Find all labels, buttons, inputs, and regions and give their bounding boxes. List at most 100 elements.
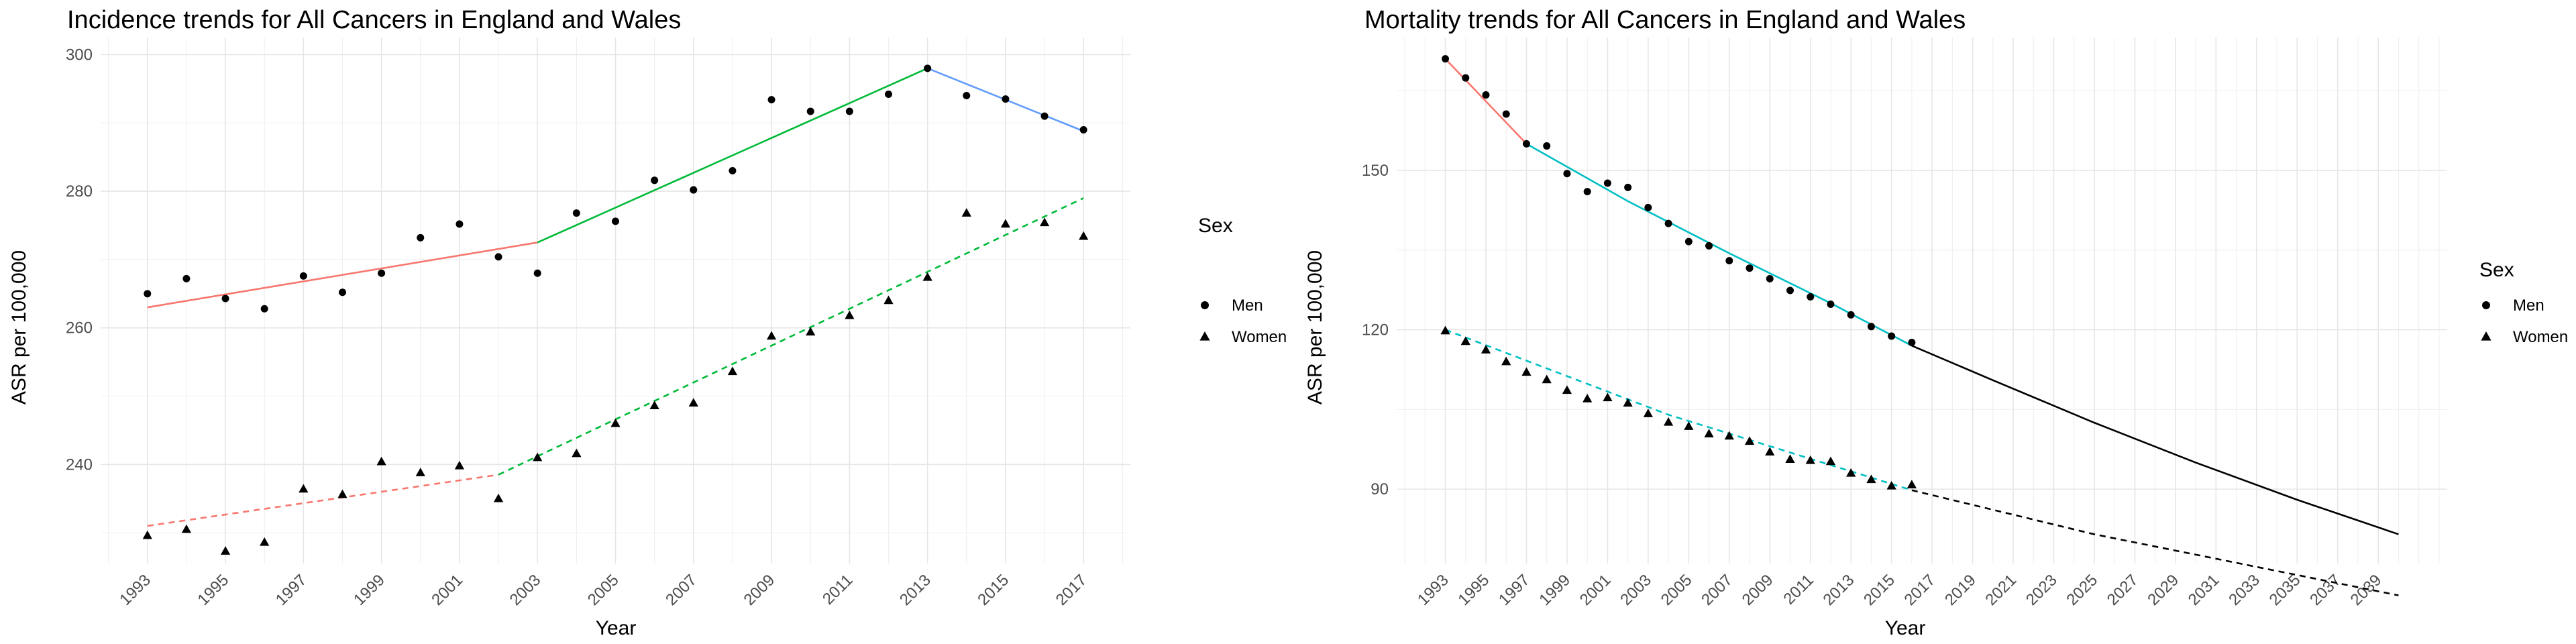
incidence-point-men	[1040, 112, 1049, 120]
mortality-point-women	[1886, 480, 1896, 490]
mortality-x-tick-label: 2013	[1820, 571, 1858, 609]
mortality-legend-label-women: Women	[2513, 328, 2568, 346]
mortality-point-men	[1888, 332, 1896, 340]
mortality-point-women	[1603, 392, 1613, 402]
incidence-point-women	[883, 295, 894, 305]
mortality-x-tick-label: 2015	[1860, 571, 1898, 609]
mortality-x-tick-label: 1995	[1454, 571, 1493, 609]
mortality-point-men	[1624, 183, 1632, 191]
incidence-point-women	[572, 448, 582, 458]
mortality-point-men	[1684, 237, 1693, 246]
incidence-y-tick-label: 260	[66, 319, 93, 337]
incidence-point-men	[221, 294, 229, 303]
mortality-x-axis-label: Year	[1885, 617, 1926, 639]
incidence-x-tick-label: 2003	[506, 571, 545, 609]
mortality-legend-key-women	[2481, 331, 2491, 341]
incidence-point-men	[806, 107, 814, 115]
mortality-point-women	[1907, 480, 1917, 489]
mortality-x-tick-label: 2025	[2063, 571, 2101, 609]
incidence-point-women	[688, 398, 698, 407]
mortality-x-tick-label: 2021	[1982, 571, 2020, 609]
incidence-point-men	[729, 167, 737, 175]
mortality-point-women	[1704, 429, 1714, 438]
incidence-point-men	[260, 305, 268, 313]
incidence-point-women	[845, 310, 855, 319]
incidence-point-women	[533, 452, 543, 462]
mortality-x-tick-label: 2023	[2023, 571, 2061, 609]
mortality-point-women	[1643, 409, 1653, 417]
mortality-x-tick-label: 2027	[2104, 571, 2142, 609]
mortality-point-men	[1462, 74, 1470, 82]
mortality-point-women	[1623, 398, 1633, 407]
incidence-point-men	[924, 64, 932, 72]
mortality-x-tick-label: 2033	[2225, 571, 2263, 609]
mortality-point-women	[1765, 447, 1775, 455]
mortality-trend-line-men-0	[1444, 58, 1527, 145]
mortality-x-tick-label: 2007	[1698, 571, 1736, 609]
incidence-trend-line-women-3	[147, 474, 499, 527]
mortality-point-men	[1725, 257, 1733, 265]
mortality-point-women	[1805, 455, 1815, 464]
incidence-point-women	[337, 489, 347, 498]
mortality-point-men	[1442, 55, 1450, 63]
incidence-point-men	[572, 209, 580, 217]
incidence-legend-label-men: Men	[1232, 297, 1263, 315]
incidence-point-women	[1000, 219, 1011, 228]
incidence-y-tick-label: 300	[66, 46, 93, 64]
mortality-point-men	[1603, 179, 1611, 187]
incidence-y-tick-label: 240	[66, 455, 93, 474]
incidence-x-tick-label: 1999	[350, 571, 388, 609]
incidence-y-tick-label: 280	[66, 182, 93, 201]
incidence-point-men	[612, 217, 619, 225]
mortality-legend-title: Sex	[2479, 259, 2514, 281]
incidence-point-women	[649, 400, 659, 410]
incidence-x-tick-label: 2017	[1053, 571, 1091, 609]
mortality-point-women	[1562, 385, 1572, 394]
incidence-panel: Incidence trends for All Cancers in Engl…	[8, 6, 1287, 639]
incidence-point-men	[494, 253, 502, 261]
mortality-x-tick-label: 2011	[1780, 571, 1817, 608]
incidence-point-women	[299, 484, 309, 493]
incidence-trend-line-men-0	[147, 241, 538, 309]
mortality-point-men	[1827, 301, 1835, 309]
incidence-point-women	[1079, 231, 1089, 240]
incidence-point-women	[922, 272, 932, 281]
incidence-legend-title: Sex	[1198, 215, 1233, 237]
mortality-x-tick-label: 1997	[1495, 571, 1534, 609]
mortality-point-men	[1705, 241, 1713, 250]
mortality-legend-key-men	[2482, 301, 2490, 309]
mortality-point-men	[1867, 323, 1875, 331]
mortality-chart-title: Mortality trends for All Cancers in Engl…	[1364, 6, 1966, 34]
mortality-y-axis-label: ASR per 100,000	[1304, 250, 1326, 405]
mortality-point-men	[1746, 264, 1754, 272]
mortality-point-men	[1583, 188, 1591, 196]
incidence-x-tick-label: 1993	[116, 571, 154, 609]
mortality-x-tick-label: 2017	[1901, 571, 1939, 609]
incidence-point-men	[455, 220, 464, 228]
incidence-point-women	[493, 493, 504, 502]
incidence-legend-label-women: Women	[1232, 328, 1287, 346]
mortality-point-men	[1908, 339, 1916, 347]
mortality-point-women	[1785, 454, 1795, 464]
mortality-point-men	[1766, 275, 1774, 283]
incidence-point-women	[727, 366, 738, 376]
incidence-chart-title: Incidence trends for All Cancers in Engl…	[67, 6, 681, 34]
mortality-point-men	[1644, 203, 1652, 211]
mortality-trend-line-women-3	[1445, 329, 1913, 491]
incidence-point-men	[885, 91, 893, 99]
mortality-point-men	[1786, 286, 1794, 294]
incidence-x-tick-label: 2001	[428, 571, 466, 609]
incidence-point-women	[220, 546, 231, 555]
incidence-point-women	[376, 456, 386, 466]
incidence-point-women	[961, 208, 971, 217]
incidence-point-women	[142, 530, 152, 539]
incidence-x-tick-label: 2007	[662, 571, 700, 609]
incidence-grid	[101, 38, 1130, 564]
mortality-x-tick-label: 2001	[1576, 571, 1615, 609]
incidence-point-women	[454, 460, 465, 470]
incidence-point-women	[806, 327, 816, 336]
mortality-panel: Mortality trends for All Cancers in Engl…	[1304, 6, 2568, 639]
mortality-trend-line-women-4	[1911, 489, 2399, 596]
incidence-point-men	[1079, 125, 1087, 133]
mortality-y-tick-label: 150	[1362, 162, 1389, 180]
